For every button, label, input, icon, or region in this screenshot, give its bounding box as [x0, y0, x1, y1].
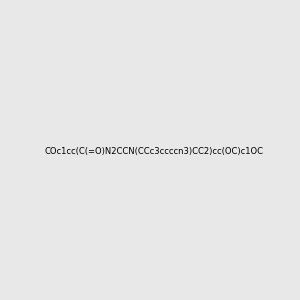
Text: COc1cc(C(=O)N2CCN(CCc3ccccn3)CC2)cc(OC)c1OC: COc1cc(C(=O)N2CCN(CCc3ccccn3)CC2)cc(OC)c… — [44, 147, 263, 156]
